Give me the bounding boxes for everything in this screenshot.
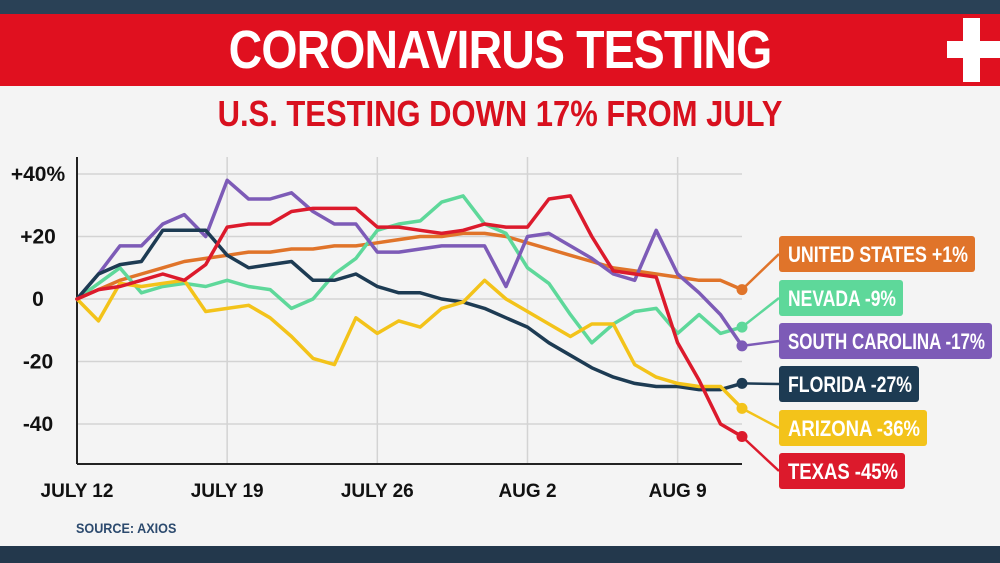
page-title: CORONAVIRUS TESTING xyxy=(228,20,773,80)
x-tick-label: AUG 9 xyxy=(649,481,707,502)
label-connector xyxy=(741,339,780,348)
y-tick-label: -40 xyxy=(23,413,53,436)
y-tick-label: -20 xyxy=(23,351,53,374)
series-line xyxy=(75,278,744,411)
series-label: NEVADA -9% xyxy=(788,286,896,311)
medical-cross-icon xyxy=(947,14,1000,86)
cross-vertical-bar xyxy=(963,18,980,82)
chart-subtitle: U.S. TESTING DOWN 17% FROM JULY xyxy=(217,93,783,134)
x-axis-ticks: JULY 12 JULY 19 JULY 26 AUG 2 AUG 9 xyxy=(41,481,707,502)
y-tick-label: 0 xyxy=(32,288,44,311)
label-box xyxy=(779,323,992,359)
y-tick-label: +20 xyxy=(20,226,56,249)
label-connector xyxy=(741,253,780,291)
label-box xyxy=(779,280,903,316)
y-axis-ticks: +40% +20 0 -20 -40 xyxy=(11,163,66,436)
chart-grid xyxy=(76,157,742,464)
x-tick-label: JULY 26 xyxy=(341,481,414,502)
bottom-frame-strip xyxy=(0,546,1000,563)
y-tick-label: +40% xyxy=(11,163,66,186)
source-note: SOURCE: AXIOS xyxy=(76,520,177,536)
label-connector xyxy=(741,382,780,386)
series-labels: UNITED STATES +1% NEVADA -9% SOUTH CAROLIN… xyxy=(741,236,992,489)
series-label: TEXAS -45% xyxy=(788,459,898,484)
series-line xyxy=(75,178,744,348)
series-lines xyxy=(75,178,748,442)
title-banner xyxy=(0,14,1000,86)
label-connector xyxy=(741,297,780,329)
top-frame-strip xyxy=(0,0,1000,14)
label-connector xyxy=(741,407,780,430)
x-tick-label: JULY 12 xyxy=(41,481,114,502)
series-line xyxy=(75,231,744,301)
label-box xyxy=(779,236,975,272)
label-box xyxy=(779,453,905,489)
label-box xyxy=(779,410,927,446)
x-tick-label: AUG 2 xyxy=(498,481,556,502)
series-label: SOUTH CAROLINA -17% xyxy=(788,329,985,354)
series-line xyxy=(75,194,744,439)
x-tick-label: JULY 19 xyxy=(191,481,264,502)
series-label: ARIZONA -36% xyxy=(788,416,920,441)
series-line xyxy=(75,228,744,392)
label-box xyxy=(779,366,919,402)
chart-axes xyxy=(76,157,742,465)
series-label: UNITED STATES +1% xyxy=(788,242,968,267)
label-connector xyxy=(741,435,780,472)
series-label: FLORIDA -27% xyxy=(788,372,912,397)
